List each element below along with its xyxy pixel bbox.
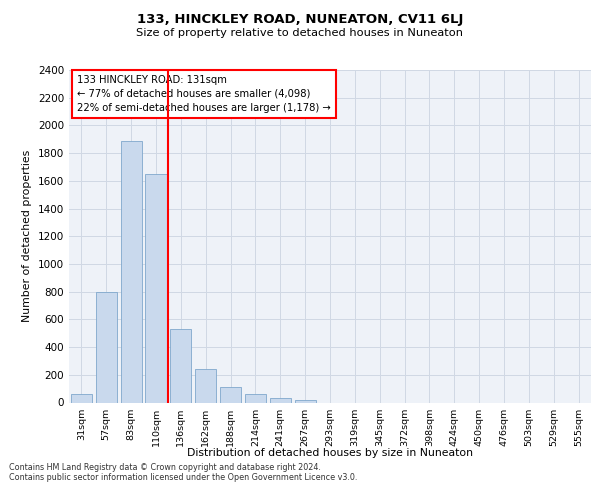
Text: 133, HINCKLEY ROAD, NUNEATON, CV11 6LJ: 133, HINCKLEY ROAD, NUNEATON, CV11 6LJ [137, 12, 463, 26]
Text: Contains HM Land Registry data © Crown copyright and database right 2024.: Contains HM Land Registry data © Crown c… [9, 462, 321, 471]
Bar [96, 292, 117, 403]
Bar [245, 394, 266, 402]
Text: Contains public sector information licensed under the Open Government Licence v3: Contains public sector information licen… [9, 472, 358, 482]
Text: Distribution of detached houses by size in Nuneaton: Distribution of detached houses by size … [187, 448, 473, 458]
Bar [270, 398, 291, 402]
Text: Size of property relative to detached houses in Nuneaton: Size of property relative to detached ho… [137, 28, 464, 38]
Bar [170, 329, 191, 402]
Text: 133 HINCKLEY ROAD: 131sqm
← 77% of detached houses are smaller (4,098)
22% of se: 133 HINCKLEY ROAD: 131sqm ← 77% of detac… [77, 75, 331, 113]
Bar [195, 368, 216, 402]
Bar [71, 394, 92, 402]
Bar [295, 400, 316, 402]
Bar [220, 388, 241, 402]
Bar [121, 140, 142, 402]
Bar [145, 174, 167, 402]
Y-axis label: Number of detached properties: Number of detached properties [22, 150, 32, 322]
